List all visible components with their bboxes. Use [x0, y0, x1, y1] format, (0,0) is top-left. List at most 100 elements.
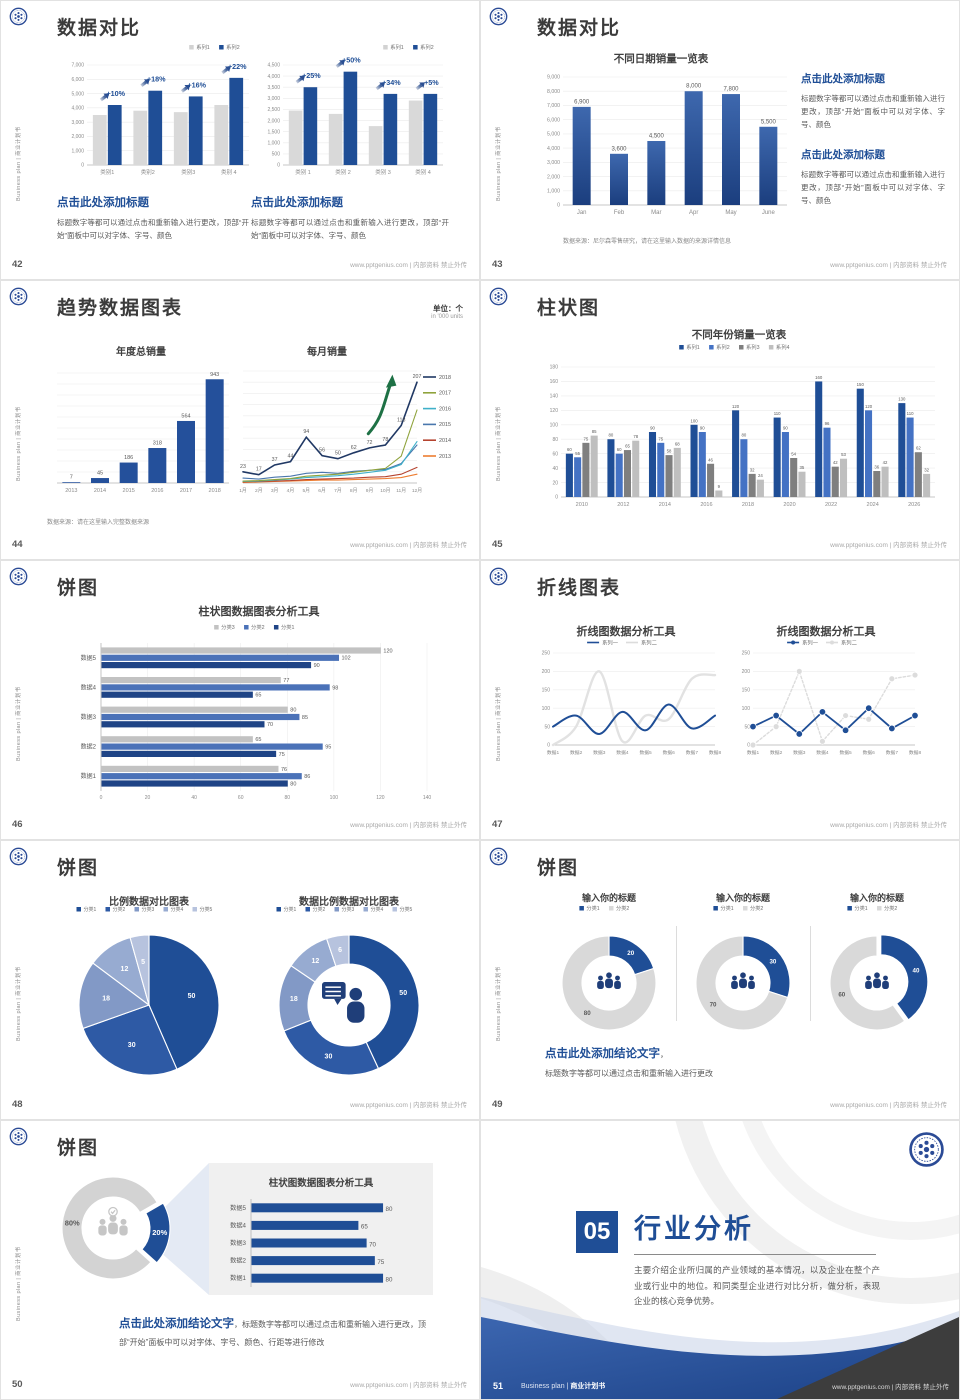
- marker-line-chart: 0 50 100 150 200 250 数据1 数据2 数据3 数据4 数据5 数据6 数据7 数据8 系…: [742, 639, 922, 757]
- block-heading: 点击此处添加标题: [251, 197, 343, 209]
- svg-text:5,000: 5,000: [71, 91, 84, 97]
- school-logo-icon: [9, 287, 28, 306]
- svg-text:Feb: Feb: [614, 210, 625, 216]
- svg-text:150: 150: [542, 688, 551, 694]
- page-number: 47: [492, 819, 503, 830]
- svg-text:数据2: 数据2: [230, 1257, 246, 1265]
- svg-text:20: 20: [627, 950, 634, 957]
- svg-text:4,500: 4,500: [267, 63, 280, 69]
- svg-text:12: 12: [312, 958, 320, 965]
- chart-title: 年度总销量: [116, 347, 166, 358]
- svg-text:数据4: 数据4: [81, 683, 97, 691]
- sidebar-vertical-text: Business plan | 商业计划书: [16, 686, 22, 761]
- svg-text:20: 20: [145, 795, 151, 801]
- svg-text:5: 5: [141, 959, 145, 966]
- pie-chart: 50 30 18 12 5 分类1 分类2 分类3 分类4 分类5: [76, 906, 220, 1076]
- page-number: 51: [493, 1381, 504, 1391]
- svg-text:2015: 2015: [123, 488, 135, 494]
- svg-text:53: 53: [841, 452, 846, 457]
- svg-text:100: 100: [550, 422, 559, 428]
- svg-text:65: 65: [625, 444, 630, 449]
- svg-text:60: 60: [617, 447, 622, 452]
- svg-text:2016: 2016: [700, 502, 712, 508]
- svg-text:40: 40: [191, 795, 197, 801]
- svg-text:数据4: 数据4: [230, 1221, 246, 1229]
- svg-text:8月: 8月: [350, 488, 358, 494]
- svg-text:分类3: 分类3: [142, 906, 155, 913]
- svg-text:分类2: 分类2: [750, 904, 763, 912]
- svg-text:分类3: 分类3: [221, 623, 235, 631]
- svg-text:200: 200: [742, 669, 751, 675]
- svg-text:数据5: 数据5: [81, 654, 97, 662]
- school-logo-icon: [9, 847, 28, 866]
- svg-text:10月: 10月: [380, 488, 390, 494]
- page-number: 50: [12, 1379, 23, 1390]
- slide-44: 趋势数据图表 Business plan | 商业计划书 单位：个 in '00…: [1, 281, 479, 559]
- slide-47: 折线图表 Business plan | 商业计划书 折线图数据分析工具 折线图…: [481, 561, 959, 839]
- footer-text: www.pptgenius.com | 内部资料 禁止外传: [350, 1102, 467, 1109]
- svg-text:50: 50: [544, 724, 550, 730]
- svg-text:72: 72: [367, 440, 373, 446]
- svg-text:数据1: 数据1: [230, 1274, 246, 1282]
- svg-text:80: 80: [290, 781, 296, 787]
- chart-title: 不同年份销量一览表: [691, 329, 787, 341]
- slide-title: 折线图表: [537, 578, 622, 599]
- svg-text:90: 90: [314, 663, 320, 669]
- svg-text:5,000: 5,000: [547, 132, 560, 138]
- svg-text:1,000: 1,000: [547, 188, 560, 194]
- chart-title: 每月销量: [307, 347, 347, 358]
- svg-text:12: 12: [121, 966, 129, 973]
- svg-text:分类2: 分类2: [884, 904, 897, 912]
- chart-title: 输入你的标题: [849, 893, 904, 903]
- svg-text:90: 90: [783, 426, 788, 431]
- svg-text:160: 160: [815, 375, 823, 380]
- svg-text:系列1: 系列1: [686, 343, 700, 351]
- svg-text:6,000: 6,000: [547, 117, 560, 123]
- svg-text:40: 40: [552, 466, 558, 472]
- svg-text:70: 70: [267, 722, 273, 728]
- svg-text:2010: 2010: [576, 502, 588, 508]
- svg-text:23: 23: [240, 464, 246, 470]
- svg-text:58: 58: [667, 449, 672, 454]
- svg-text:2,000: 2,000: [547, 174, 560, 180]
- svg-text:120: 120: [376, 795, 385, 801]
- data-source-note: 数据来源：尼尔森零售研究，请在这里输入数据的来源详情信息: [563, 239, 732, 245]
- svg-text:160: 160: [550, 379, 559, 385]
- school-logo-icon: [489, 287, 508, 306]
- svg-text:类别 3: 类别 3: [375, 168, 391, 176]
- svg-text:80: 80: [609, 433, 614, 438]
- footer-text: www.pptgenius.com | 内部资料 禁止外传: [830, 822, 947, 829]
- slide-title: 数据对比: [57, 18, 142, 39]
- svg-text:100: 100: [742, 706, 751, 712]
- svg-text:1,000: 1,000: [267, 140, 280, 146]
- svg-text:120: 120: [865, 404, 873, 409]
- svg-text:4,500: 4,500: [649, 134, 665, 140]
- svg-text:类别2: 类别2: [141, 168, 155, 176]
- svg-text:June: June: [762, 210, 776, 216]
- svg-text:数据4: 数据4: [816, 749, 829, 756]
- svg-text:118: 118: [397, 418, 405, 424]
- svg-text:110: 110: [774, 411, 781, 416]
- svg-text:4,000: 4,000: [267, 74, 280, 80]
- grouped-bar-chart-left: 0 1,000 2,000 3,000 4,000 5,000 6,000 7,000 类别1 类…: [71, 43, 249, 176]
- slide-45: 柱状图 Business plan | 商业计划书 不同年份销量一览表 0 20 4…: [481, 281, 959, 559]
- svg-text:类别1: 类别1: [100, 168, 114, 176]
- svg-text:2018: 2018: [439, 375, 451, 381]
- svg-text:200: 200: [542, 669, 551, 675]
- block-body: 标题数字等都可以通过点击和重新输入进行更改，顶部“开始”面板中可以对字体、字号、…: [251, 218, 449, 241]
- page-number: 42: [12, 259, 23, 270]
- slide-46: 饼图 Business plan | 商业计划书 柱状图数据图表分析工具 0 20…: [1, 561, 479, 839]
- svg-text:类别 1: 类别 1: [295, 168, 311, 176]
- svg-text:65: 65: [255, 737, 261, 743]
- svg-text:80: 80: [552, 437, 558, 443]
- svg-text:+50%: +50%: [342, 56, 361, 65]
- svg-text:30: 30: [769, 958, 776, 965]
- svg-text:120: 120: [550, 408, 559, 414]
- svg-text:系列1: 系列1: [390, 43, 404, 51]
- svg-text:0: 0: [557, 203, 560, 209]
- svg-text:86: 86: [304, 774, 310, 780]
- svg-text:62: 62: [916, 446, 921, 451]
- svg-text:8,000: 8,000: [547, 89, 560, 95]
- svg-text:250: 250: [742, 651, 751, 657]
- svg-text:60: 60: [552, 451, 558, 457]
